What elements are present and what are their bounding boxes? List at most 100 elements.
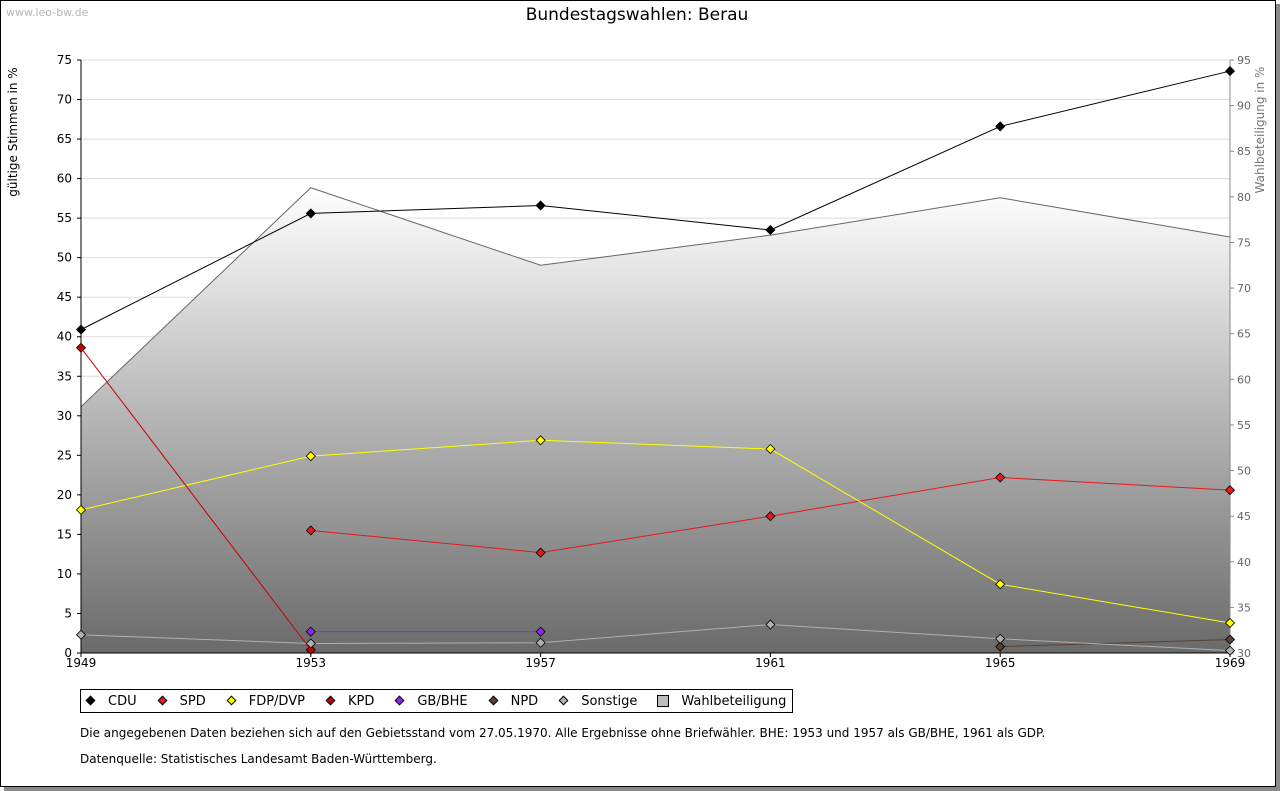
legend-marker-npd [488,695,500,707]
y-tick-label: 65 [57,132,72,146]
data-point-gbbhe [305,626,316,637]
watermark: www.leo-bw.de [6,6,89,19]
legend-item-kpd: KPD [325,694,374,709]
data-point-fdpdvp [535,435,546,446]
series-kpd [75,342,316,655]
legend-label-spd: SPD [179,693,206,709]
legend-marker-gbbhe [394,695,406,707]
data-point-spd [305,525,316,536]
legend-item-cdu: CDU [85,694,137,709]
y2-tick-label: 45 [1237,510,1251,523]
x-tick-label: 1957 [525,656,556,670]
data-point-sonstige [765,619,776,630]
data-point-sonstige [995,633,1006,644]
data-point-fdpdvp [765,443,776,455]
legend-label-cdu: CDU [108,693,137,709]
data-point-fdpdvp [305,451,316,462]
series-gbbhe [305,626,546,637]
y2-tick-label: 50 [1237,465,1251,478]
data-point-fdpdvp [1224,617,1236,629]
y2-tick-label: 60 [1237,373,1251,386]
data-point-cdu [535,200,546,211]
data-point-spd [995,472,1006,483]
x-tick-label: 1961 [755,656,786,670]
y-tick-label: 0 [64,646,72,660]
legend-label-sonstige: Sonstige [581,693,638,709]
y-tick-label: 10 [57,567,72,581]
legend-label-npd: NPD [510,693,539,709]
y-tick-label: 50 [57,251,72,265]
source-note: Datenquelle: Statistisches Landesamt Bad… [80,752,437,766]
data-point-cdu [75,324,87,335]
y-tick-label: 5 [64,606,72,620]
turnout-area-group [80,187,1231,653]
data-point-kpd [75,342,87,353]
data-point-npd [1224,634,1236,645]
y2-tick-label: 75 [1237,236,1251,249]
legend-label-wahlbeteiligung: Wahlbeteiligung [681,693,787,709]
y-tick-label: 35 [57,369,72,383]
legend-item-npd: NPD [488,694,539,709]
y-tick-label: 25 [57,448,72,462]
y-axis-label: gültige Stimmen in % [6,67,20,196]
series-sonstige [75,619,1236,656]
series-line-npd [1000,639,1231,648]
legend-marker-spd [157,695,169,707]
data-point-sonstige [1224,645,1236,656]
legend-label-fdp: FDP/DVP [248,693,305,709]
data-point-sonstige [535,637,546,648]
series-fdpdvp [75,435,1236,629]
legend-item-spd: SPD [157,694,206,709]
y-tick-label: 70 [57,93,72,107]
turnout-line [80,187,1231,408]
legend-label-gbbhe: GB/BHE [417,693,468,709]
y2-tick-label: 65 [1237,328,1251,341]
series-group [75,66,1236,656]
series-line-kpd [80,347,312,651]
series-cdu [75,66,1236,335]
legend-label-kpd: KPD [347,693,375,709]
y-tick-label: 30 [57,409,72,423]
data-point-kpd [305,644,316,655]
legend-item-gbbhe: GB/BHE [394,694,467,709]
series-npd [995,634,1236,652]
legend-marker-wahlbeteiligung [657,695,670,707]
y2-tick-label: 85 [1237,145,1251,158]
data-point-cdu [305,208,316,219]
data-point-fdpdvp [995,579,1006,590]
y2-tick-label: 90 [1237,100,1251,113]
y-tick-label: 55 [57,211,72,225]
data-point-spd [1224,485,1236,496]
series-line-fdpdvp [80,439,1231,624]
data-point-gbbhe [535,626,546,637]
y2-tick-label: 70 [1237,282,1251,295]
series-line-sonstige [80,624,1231,652]
y-tick-label: 45 [57,290,72,304]
y2-tick-label: 35 [1237,601,1251,614]
data-point-spd [765,511,776,522]
x-tick-label: 1969 [1215,656,1246,670]
y2-tick-label: 95 [1237,54,1251,67]
y2-axis-label: Wahlbeteiligung in % [1253,67,1267,194]
y2-tick-label: 40 [1237,556,1251,569]
legend-item-sonstige: Sonstige [558,694,637,709]
legend-marker-sonstige [558,695,570,707]
data-point-cdu [765,224,776,236]
y-tick-label: 40 [57,330,72,344]
chart-legend: CDU SPD FDP/DVP KPD GB/BHE NPD Sonstige … [80,689,794,713]
chart-title: Bundestagswahlen: Berau [526,5,749,25]
data-point-npd [995,641,1006,652]
data-point-cdu [1224,66,1236,77]
turnout-area [81,187,1230,653]
y2-tick-label: 80 [1237,191,1251,204]
y-tick-label: 75 [57,53,72,67]
x-tick-label: 1949 [66,656,97,670]
legend-marker-fdp [226,695,238,707]
y-tick-label: 60 [57,172,72,186]
footnote: Die angegebenen Daten beziehen sich auf … [80,726,1046,740]
legend-marker-cdu [85,695,97,707]
y2-tick-label: 55 [1237,419,1251,432]
data-point-fdpdvp [75,504,87,515]
y-tick-label: 15 [57,527,72,541]
